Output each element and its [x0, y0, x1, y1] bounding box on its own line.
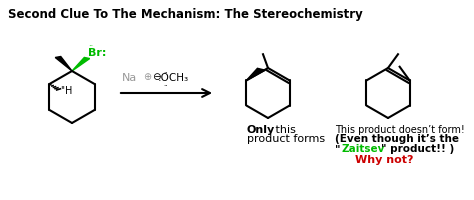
- Text: (Even though it’s the: (Even though it’s the: [335, 133, 459, 143]
- Text: ··: ··: [88, 42, 93, 51]
- Text: Second Clue To The Mechanism: The Stereochemistry: Second Clue To The Mechanism: The Stereo…: [8, 8, 363, 21]
- Polygon shape: [72, 58, 90, 72]
- Text: Br:: Br:: [88, 48, 106, 58]
- Text: Only: Only: [247, 124, 275, 134]
- Text: ⊖: ⊖: [152, 72, 161, 82]
- Text: :OCH₃: :OCH₃: [158, 73, 189, 83]
- Polygon shape: [55, 57, 72, 72]
- Text: ⊕: ⊕: [143, 72, 151, 82]
- Text: Zaitsev: Zaitsev: [341, 143, 384, 153]
- Polygon shape: [246, 69, 265, 81]
- Text: ''H: ''H: [61, 86, 73, 96]
- Text: ": ": [335, 143, 340, 153]
- Text: ··: ··: [163, 70, 167, 76]
- Text: this: this: [272, 124, 296, 134]
- Text: product forms: product forms: [247, 133, 325, 143]
- Text: " product!! ): " product!! ): [381, 143, 454, 153]
- Text: Na: Na: [122, 73, 137, 83]
- Text: Why not?: Why not?: [355, 154, 413, 164]
- Text: This product doesn’t form!: This product doesn’t form!: [335, 124, 465, 134]
- Text: ··: ··: [163, 83, 167, 89]
